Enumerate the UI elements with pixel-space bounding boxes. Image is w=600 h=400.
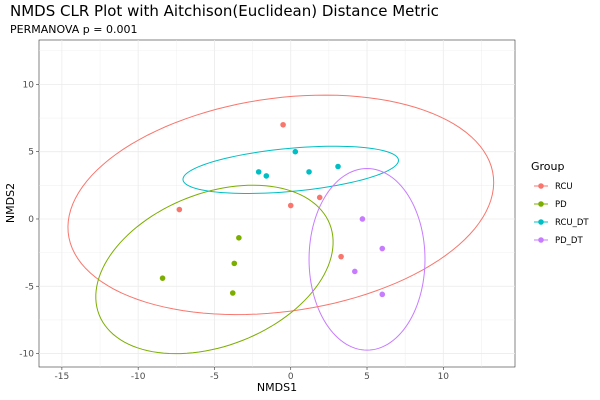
point-pd — [231, 260, 238, 267]
point-pd-dt — [379, 245, 386, 252]
x-tick-label: -5 — [210, 372, 219, 382]
legend-label: PD — [555, 200, 567, 210]
point-pd — [229, 290, 236, 296]
x-tick-label: -10 — [131, 372, 146, 382]
point-rcu — [176, 206, 183, 213]
legend-key — [538, 183, 544, 189]
point-rcu-dt — [306, 169, 312, 175]
y-tick-label: -10 — [19, 350, 34, 360]
y-axis-label: NMDS2 — [4, 183, 17, 223]
legend-key — [538, 237, 544, 243]
y-tick-label: 0 — [28, 215, 34, 225]
point-rcu-dt — [255, 169, 262, 175]
point-rcu-dt — [292, 148, 299, 155]
data-points — [159, 121, 386, 298]
y-tick-label: 10 — [23, 80, 35, 90]
x-tick-label: -15 — [55, 372, 70, 382]
y-axis-ticks: -10 -5 0 5 10 — [19, 80, 39, 360]
ellipse-rcu-dt — [182, 145, 399, 194]
ellipse-rcu — [67, 94, 495, 316]
legend-label: PD_DT — [555, 236, 583, 246]
x-tick-label: 5 — [364, 372, 370, 382]
ellipse-pd-dt — [308, 168, 426, 351]
point-rcu — [338, 253, 344, 260]
point-pd-dt — [359, 216, 366, 222]
point-pd-dt — [352, 268, 358, 275]
x-axis-label: NMDS1 — [257, 381, 297, 394]
point-rcu-dt — [335, 163, 341, 170]
point-pd — [159, 275, 166, 281]
x-tick-label: 0 — [288, 372, 294, 382]
confidence-ellipses — [67, 94, 495, 355]
x-axis-ticks: -15 -10 -5 0 5 10 — [55, 367, 450, 382]
chart-subtitle: PERMANOVA p = 0.001 — [10, 23, 137, 36]
legend-key — [538, 219, 544, 225]
point-rcu-dt — [263, 173, 270, 179]
legend-label: RCU_DT — [555, 218, 589, 228]
point-pd-dt — [379, 291, 386, 298]
point-pd — [236, 235, 242, 241]
legend-key — [538, 201, 544, 207]
legend-title: Group — [531, 160, 565, 173]
y-tick-label: -5 — [25, 282, 34, 292]
legend-label: RCU — [555, 182, 573, 192]
x-tick-label: 10 — [438, 372, 450, 382]
point-rcu — [316, 194, 323, 201]
chart-title: NMDS CLR Plot with Aitchison(Euclidean) … — [10, 2, 439, 20]
point-rcu — [280, 121, 286, 128]
y-tick-label: 5 — [28, 148, 34, 158]
ellipse-pd — [95, 184, 334, 355]
point-rcu — [287, 202, 294, 209]
legend: Group RCU PD RCU_DT PD_DT — [531, 160, 589, 246]
